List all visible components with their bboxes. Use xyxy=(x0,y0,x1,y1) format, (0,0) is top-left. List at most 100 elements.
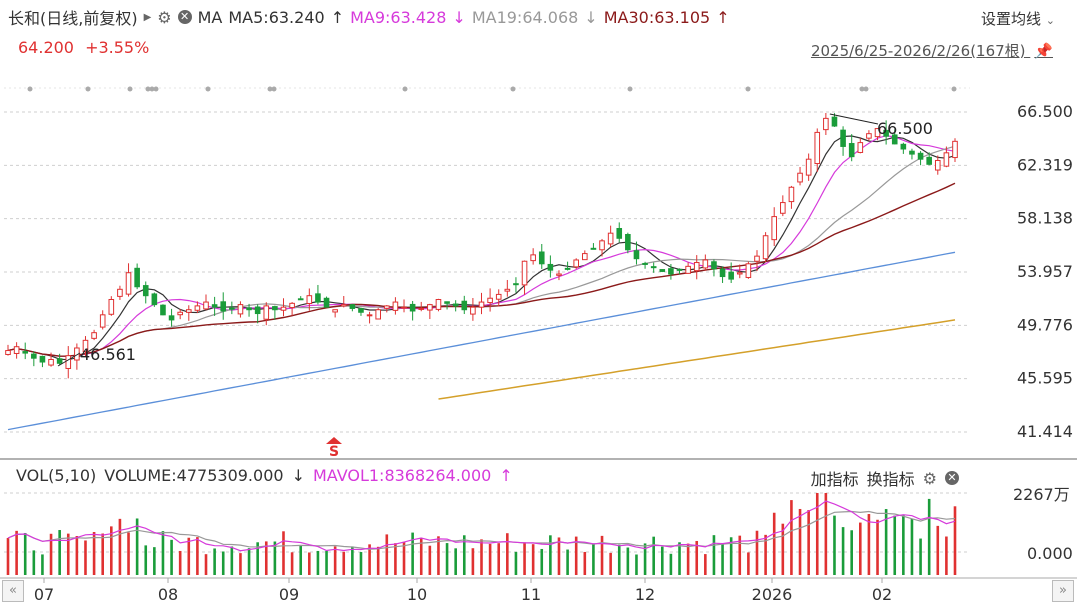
candle-body xyxy=(332,309,338,313)
candle-body xyxy=(56,358,63,364)
volume-bar xyxy=(626,547,630,575)
candle-body xyxy=(814,131,821,165)
event-dot xyxy=(27,86,33,92)
volume-bar xyxy=(919,538,922,575)
volume-bar xyxy=(454,548,457,575)
x-tick-label: 08 xyxy=(158,585,178,603)
volume-bar xyxy=(506,533,509,575)
candle-body xyxy=(582,253,588,261)
high-label: 66.500 xyxy=(877,119,933,138)
candle-body xyxy=(254,306,261,315)
volume-value: VOLUME:4775309.000 xyxy=(104,466,284,485)
ma-settings-button[interactable]: 设置均线 ⌄ xyxy=(981,8,1055,29)
volume-bar xyxy=(729,537,733,575)
candle-body xyxy=(883,129,889,137)
candle-body xyxy=(280,306,287,311)
volume-bar xyxy=(772,512,776,575)
event-dot xyxy=(627,86,633,92)
settings-label: 设置均线 xyxy=(980,10,1041,28)
x-tick-label: 12 xyxy=(635,585,655,603)
close-icon[interactable]: ✕ xyxy=(177,10,192,24)
volume-bar xyxy=(566,549,569,575)
candle-body xyxy=(375,309,381,320)
stock-title[interactable]: 长和(日线,前复权) xyxy=(8,9,138,28)
candle-body xyxy=(556,273,562,276)
candle-body xyxy=(297,298,304,301)
candle-body xyxy=(495,293,502,300)
volume-bar xyxy=(161,531,165,575)
volume-bar xyxy=(902,515,905,575)
volume-bar xyxy=(376,546,380,575)
chart-header: 长和(日线,前复权) ▶ ⚙ ✕ MA MA5:63.240 ↑ MA9:63.… xyxy=(8,6,730,29)
low-pointer xyxy=(57,352,81,367)
candle-body xyxy=(392,301,399,311)
candle-body xyxy=(444,301,450,304)
volume-bar xyxy=(316,550,320,575)
scroll-left-button[interactable]: « xyxy=(2,580,24,602)
volume-bar xyxy=(712,535,716,575)
x-axis-labels: 07 08 09 10 11 12 2026 02 xyxy=(34,578,892,603)
candle-body xyxy=(452,303,459,307)
candle-body xyxy=(762,235,769,260)
expand-triangle-icon[interactable]: ▶ xyxy=(143,11,152,23)
candle-body xyxy=(13,346,20,354)
candle-body xyxy=(134,267,140,288)
ma30-value: MA30:63.105 xyxy=(603,7,711,27)
volume-bar xyxy=(402,541,406,575)
pin-icon[interactable]: 📌 xyxy=(1034,42,1053,60)
ma-label: MA xyxy=(197,7,223,27)
volume-bar xyxy=(58,530,61,575)
candle-body xyxy=(435,299,442,310)
volume-bar xyxy=(859,522,862,575)
volume-bar xyxy=(850,530,853,575)
volume-bar xyxy=(359,551,363,575)
gear-icon[interactable]: ⚙ xyxy=(922,468,937,488)
high-pointer xyxy=(829,113,879,125)
last-price: 64.200 xyxy=(18,38,74,57)
volume-bar xyxy=(282,531,285,575)
volume-bar xyxy=(678,542,681,575)
candle-body xyxy=(625,233,631,251)
candle-body xyxy=(82,339,89,353)
candle-body xyxy=(194,305,201,311)
volume-bar xyxy=(213,548,216,575)
volume-bar xyxy=(325,550,328,575)
candle-body xyxy=(340,304,347,307)
candle-body xyxy=(177,311,183,316)
close-icon[interactable]: ✕ xyxy=(945,471,959,485)
moving-average-lines xyxy=(7,135,956,431)
mavol10-line xyxy=(7,510,956,550)
volume-bar xyxy=(609,552,612,575)
volume-bar xyxy=(101,533,104,575)
volume-bar xyxy=(299,545,303,575)
candle-body xyxy=(211,304,218,308)
volume-bar xyxy=(230,546,234,575)
candle-body xyxy=(220,301,227,312)
candle-body xyxy=(142,285,149,297)
candle-body xyxy=(91,332,97,339)
volume-bar xyxy=(385,534,389,575)
volume-bar xyxy=(15,530,18,575)
candle-body xyxy=(358,308,364,313)
event-dot xyxy=(85,86,91,92)
volume-header: VOL(5,10) VOLUME:4775309.000 ↓ MAVOL1:83… xyxy=(16,466,513,485)
volume-bar xyxy=(170,539,173,575)
candle-body xyxy=(108,299,115,315)
candle-body xyxy=(31,353,37,359)
date-range[interactable]: 2025/6/25-2026/2/26(167根) 📌 xyxy=(811,40,1053,61)
switch-indicator-button[interactable]: 换指标 xyxy=(866,470,915,489)
volume-bar xyxy=(368,544,371,575)
mavol-value: MAVOL1:8368264.000 xyxy=(312,466,492,485)
event-dot xyxy=(863,86,869,92)
add-indicator-button[interactable]: 加指标 xyxy=(810,470,859,489)
volume-bar xyxy=(867,514,871,575)
volume-bar xyxy=(144,545,148,575)
candle-body xyxy=(788,186,795,203)
price-line: 64.200 +3.55% xyxy=(18,38,149,57)
gear-icon[interactable]: ⚙ xyxy=(157,7,172,27)
candle-body xyxy=(952,140,958,159)
ma19-line xyxy=(7,145,956,357)
x-tick-label: 10 xyxy=(407,585,427,603)
scroll-right-button[interactable]: » xyxy=(1052,580,1074,602)
